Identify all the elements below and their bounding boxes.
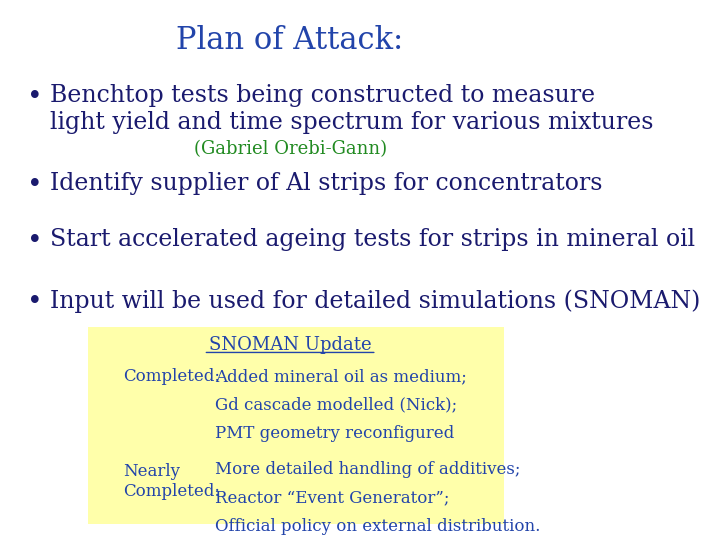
Text: SNOMAN Update: SNOMAN Update — [209, 336, 372, 354]
Text: Added mineral oil as medium;: Added mineral oil as medium; — [215, 368, 467, 386]
Text: Identify supplier of Al strips for concentrators: Identify supplier of Al strips for conce… — [50, 172, 603, 195]
FancyBboxPatch shape — [88, 327, 504, 524]
Text: Completed:: Completed: — [122, 368, 220, 386]
Text: Reactor “Event Generator”;: Reactor “Event Generator”; — [215, 490, 449, 507]
Text: Start accelerated ageing tests for strips in mineral oil: Start accelerated ageing tests for strip… — [50, 228, 696, 251]
Text: •: • — [27, 172, 43, 197]
Text: Official policy on external distribution.: Official policy on external distribution… — [215, 518, 541, 535]
Text: Nearly
Completed:: Nearly Completed: — [122, 463, 220, 500]
Text: Plan of Attack:: Plan of Attack: — [176, 25, 404, 56]
Text: •: • — [27, 228, 43, 253]
Text: Benchtop tests being constructed to measure
light yield and time spectrum for va: Benchtop tests being constructed to meas… — [50, 84, 654, 134]
Text: •: • — [27, 84, 43, 109]
Text: Gd cascade modelled (Nick);: Gd cascade modelled (Nick); — [215, 397, 457, 414]
Text: •: • — [27, 289, 43, 314]
Text: PMT geometry reconfigured: PMT geometry reconfigured — [215, 425, 454, 442]
Text: More detailed handling of additives;: More detailed handling of additives; — [215, 461, 521, 478]
Text: (Gabriel Orebi-Gann): (Gabriel Orebi-Gann) — [194, 140, 387, 158]
Text: Input will be used for detailed simulations (SNOMAN): Input will be used for detailed simulati… — [50, 289, 701, 313]
